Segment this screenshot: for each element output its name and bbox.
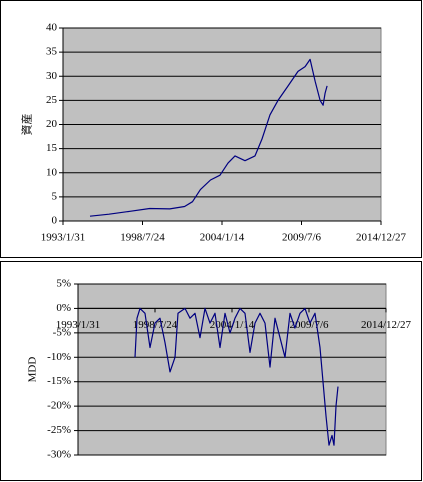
- y-tick-label: -10%: [47, 351, 71, 363]
- y-tick-label: 10: [46, 166, 58, 178]
- x-tick-label: 1993/1/31: [56, 319, 101, 331]
- y-tick-label: 5: [52, 190, 58, 202]
- y-tick-label: 40: [46, 22, 58, 34]
- y-tick-label: 0%: [56, 302, 71, 314]
- x-tick-label: 2009/7/6: [289, 319, 329, 331]
- y-tick-label: -5%: [53, 326, 71, 338]
- x-tick-label: 2014/12/27: [361, 319, 412, 331]
- data-line: [89, 58, 328, 217]
- y-tick-label: 30: [46, 70, 58, 82]
- x-tick-label: 1998/7/24: [133, 319, 178, 331]
- data-line: [134, 307, 339, 446]
- y-axis-label: MDD: [27, 357, 39, 383]
- x-tick-label: 2004/1/14: [200, 232, 245, 244]
- y-tick-label: -25%: [47, 424, 71, 436]
- y-tick-label: -20%: [47, 400, 71, 412]
- x-tick-label: 1998/7/24: [120, 232, 165, 244]
- y-tick-label: -30%: [47, 449, 71, 461]
- y-tick-label: 20: [46, 118, 58, 130]
- y-tick-label: 0: [52, 215, 58, 227]
- y-tick-label: 5%: [56, 278, 71, 290]
- y-tick-label: -15%: [47, 375, 71, 387]
- y-tick-label: 35: [46, 46, 58, 58]
- y-tick-label: 25: [46, 94, 58, 106]
- x-tick-label: 2009/7/6: [282, 232, 322, 244]
- x-tick-label: 2014/12/27: [356, 232, 407, 244]
- y-axis-label: 資産: [21, 114, 34, 136]
- x-tick-label: 1993/1/31: [41, 232, 86, 244]
- y-tick-label: 15: [46, 142, 58, 154]
